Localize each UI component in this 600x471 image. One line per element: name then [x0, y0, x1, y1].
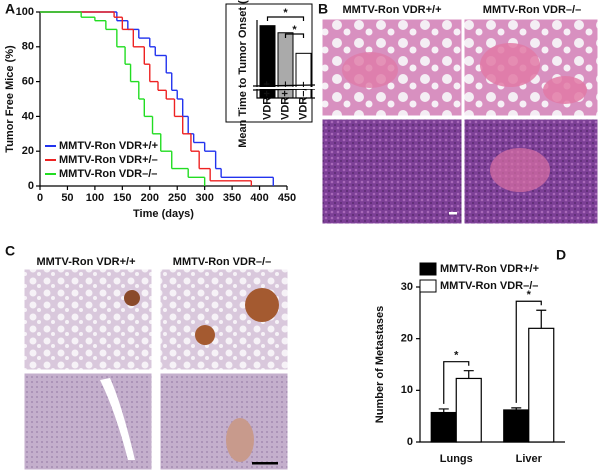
axis-break	[252, 84, 316, 87]
error-bar	[438, 408, 449, 413]
x-tick-label: 50	[61, 192, 73, 204]
y-tick-label: 60	[22, 76, 34, 88]
x-tick-label: Liver	[516, 453, 543, 465]
error-bar	[463, 370, 474, 379]
sig-bracket	[443, 361, 470, 404]
bar	[503, 409, 530, 443]
x-tick-label: VDR+/+	[261, 81, 273, 120]
legend-label: MMTV-Ron VDR+/–	[59, 154, 158, 166]
y-tick-label: 10	[401, 384, 413, 396]
y-tick-label: 40	[22, 110, 34, 122]
legend-label: MMTV-Ron VDR–/–	[440, 280, 538, 292]
x-tick-label: 0	[37, 192, 43, 204]
significance: *	[283, 7, 288, 19]
y-tick-label: 20	[22, 145, 34, 157]
y-tick-label: 20	[401, 333, 413, 345]
sig-bracket	[266, 16, 305, 21]
micrographs-b	[321, 18, 599, 225]
axis	[256, 20, 315, 99]
y-tick-label: 0	[28, 180, 34, 192]
y-tick-label: 80	[22, 41, 34, 53]
x-tick-label: 250	[168, 192, 186, 204]
x-tick-label: 350	[223, 192, 241, 204]
bar	[528, 327, 555, 443]
y-axis-title: Number of Metastases	[374, 306, 386, 423]
legend-label: MMTV-Ron VDR–/–	[59, 168, 157, 180]
y-axis-title: Mean Time to Tumor Onset (Days)	[237, 0, 249, 148]
panel-label: B	[318, 1, 328, 17]
x-tick-label: 450	[278, 192, 296, 204]
x-tick-label: 150	[113, 192, 131, 204]
image-title: MMTV-Ron VDR–/–	[483, 4, 581, 16]
axis-break-gap	[253, 87, 315, 89]
image-title: MMTV-Ron VDR–/–	[173, 256, 271, 268]
panel-label: D	[556, 247, 566, 263]
bar	[430, 411, 457, 443]
x-tick-label: Lungs	[440, 453, 473, 465]
x-tick-label: 400	[250, 192, 268, 204]
bar	[455, 377, 482, 443]
x-tick-label: VDR–/–	[297, 81, 309, 120]
x-tick-label: 100	[86, 192, 104, 204]
y-tick-label: 0	[407, 436, 413, 448]
panel-label: C	[5, 243, 15, 259]
legend-label: MMTV-Ron VDR+/+	[59, 140, 158, 152]
x-axis-title: Time (days)	[133, 208, 194, 220]
y-tick-label: 100	[16, 6, 34, 18]
y-axis-title: Tumor Free Mice (%)	[4, 45, 16, 153]
panel-label: A	[5, 1, 15, 17]
significance: *	[292, 24, 297, 36]
y-tick-label: 30	[401, 281, 413, 293]
x-tick-label: VDR+/–	[279, 81, 291, 120]
significance: *	[454, 350, 459, 362]
sig-bracket	[515, 300, 542, 403]
sig-bracket	[284, 33, 305, 38]
legend-label: MMTV-Ron VDR+/+	[440, 263, 539, 275]
axis-break	[252, 88, 316, 91]
legend-swatch	[419, 262, 437, 276]
error-bar	[511, 407, 522, 410]
image-title: MMTV-Ron VDR+/+	[342, 4, 441, 16]
error-bar	[536, 309, 547, 329]
significance: *	[527, 289, 532, 301]
legend-swatch	[419, 279, 437, 293]
x-tick-label: 200	[141, 192, 159, 204]
image-title: MMTV-Ron VDR+/+	[36, 256, 135, 268]
micrographs-c	[23, 268, 289, 471]
x-tick-label: 300	[195, 192, 213, 204]
